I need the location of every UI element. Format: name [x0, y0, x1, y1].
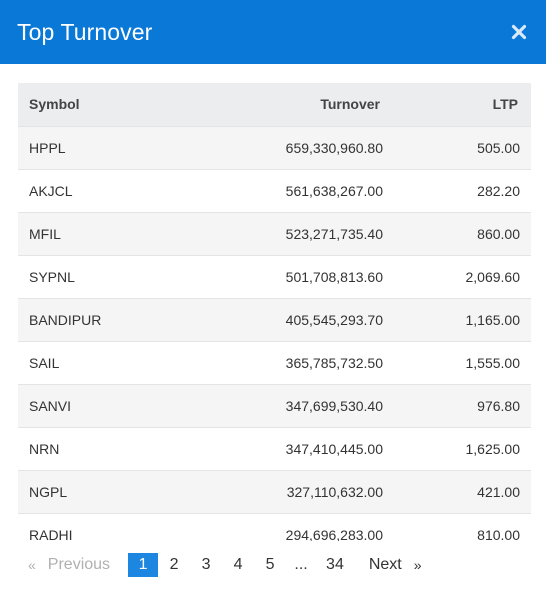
- modal-title: Top Turnover: [17, 18, 153, 45]
- cell-ltp: 505.00: [477, 139, 520, 156]
- turnover-table: Symbol Turnover LTP HPPL 659,330,960.80 50…: [18, 83, 531, 541]
- cell-ltp: 1,165.00: [465, 311, 521, 328]
- modal-header: Top Turnover: [0, 0, 546, 64]
- cell-symbol: SANVI: [29, 397, 72, 414]
- cell-turnover: 365,785,732.50: [285, 354, 383, 371]
- cell-symbol: SYPNL: [29, 268, 75, 285]
- table-row[interactable]: SAIL 365,785,732.50 1,555.00: [18, 341, 531, 384]
- cell-symbol: SAIL: [29, 354, 60, 371]
- cell-ltp: 2,069.60: [465, 268, 521, 285]
- cell-turnover: 347,699,530.40: [285, 397, 383, 414]
- page-button-3[interactable]: 3: [201, 556, 211, 573]
- table-row[interactable]: BANDIPUR 405,545,293.70 1,165.00: [18, 298, 531, 341]
- turnover-table-container: Symbol Turnover LTP HPPL 659,330,960.80 50…: [18, 83, 531, 541]
- cell-symbol: NRN: [29, 440, 60, 457]
- column-header-symbol[interactable]: Symbol: [29, 96, 80, 113]
- table-row[interactable]: NRN 347,410,445.00 1,625.00: [18, 427, 531, 470]
- cell-ltp: 1,555.00: [465, 354, 521, 371]
- cell-turnover: 659,330,960.80: [285, 139, 383, 156]
- table-row[interactable]: RADHI 294,696,283.00 810.00: [18, 513, 531, 541]
- table-row[interactable]: SYPNL 501,708,813.60 2,069.60: [18, 255, 531, 298]
- cell-symbol: NGPL: [29, 483, 68, 500]
- cell-turnover: 501,708,813.60: [285, 268, 383, 285]
- cell-symbol: BANDIPUR: [29, 311, 102, 328]
- table-row[interactable]: HPPL 659,330,960.80 505.00: [18, 126, 531, 169]
- page-button-2[interactable]: 2: [169, 556, 179, 573]
- cell-symbol: HPPL: [29, 139, 66, 156]
- page-button-1[interactable]: 1: [128, 553, 159, 577]
- cell-ltp: 421.00: [477, 483, 520, 500]
- next-page-button[interactable]: Next »: [361, 553, 430, 577]
- column-header-turnover[interactable]: Turnover: [320, 96, 380, 113]
- cell-turnover: 347,410,445.00: [285, 440, 383, 457]
- column-header-ltp[interactable]: LTP: [492, 96, 518, 113]
- page-button-34[interactable]: 34: [326, 556, 344, 573]
- cell-turnover: 327,110,632.00: [286, 483, 383, 500]
- cell-ltp: 810.00: [477, 526, 520, 541]
- double-chevron-left-icon: «: [28, 557, 36, 573]
- cell-ltp: 1,625.00: [465, 440, 521, 457]
- cell-ltp: 282.20: [477, 182, 520, 199]
- double-chevron-right-icon: »: [413, 557, 422, 573]
- cell-turnover: 523,271,735.40: [285, 225, 383, 242]
- table-row[interactable]: NGPL 327,110,632.00 421.00: [18, 470, 531, 513]
- pagination-ellipsis: ...: [294, 556, 308, 573]
- cell-ltp: 860.00: [477, 225, 520, 242]
- page-button-4[interactable]: 4: [233, 556, 243, 573]
- table-header-row: Symbol Turnover LTP: [18, 83, 531, 126]
- cell-symbol: MFIL: [29, 225, 61, 242]
- previous-label: Previous: [47, 556, 111, 573]
- cell-ltp: 976.80: [477, 397, 520, 414]
- previous-page-button[interactable]: « Previous: [18, 553, 118, 577]
- cell-symbol: RADHI: [29, 526, 73, 541]
- table-row[interactable]: MFIL 523,271,735.40 860.00: [18, 212, 531, 255]
- table-row[interactable]: SANVI 347,699,530.40 976.80: [18, 384, 531, 427]
- cell-turnover: 405,545,293.70: [285, 311, 383, 328]
- close-icon: [511, 24, 527, 40]
- cell-turnover: 561,638,267.00: [285, 182, 383, 199]
- cell-symbol: AKJCL: [29, 182, 73, 199]
- next-label: Next: [368, 556, 402, 573]
- pagination: « Previous 1 2 3 4 5 ... 34 Next »: [18, 552, 430, 578]
- page-button-5[interactable]: 5: [265, 556, 275, 573]
- cell-turnover: 294,696,283.00: [285, 526, 383, 541]
- table-row[interactable]: AKJCL 561,638,267.00 282.20: [18, 169, 531, 212]
- close-button[interactable]: [508, 21, 530, 43]
